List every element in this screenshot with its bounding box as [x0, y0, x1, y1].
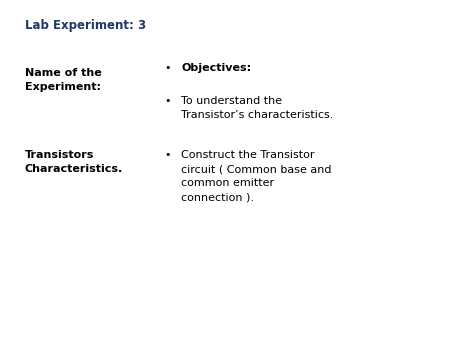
Text: Objectives:: Objectives: — [181, 63, 252, 73]
Text: Transistors
Characteristics.: Transistors Characteristics. — [25, 150, 123, 174]
Text: •: • — [164, 96, 171, 106]
Text: •: • — [164, 150, 171, 161]
Text: Name of the
Experiment:: Name of the Experiment: — [25, 68, 102, 92]
Text: To understand the
Transistor’s characteristics.: To understand the Transistor’s character… — [181, 96, 334, 120]
Text: Construct the Transistor
circuit ( Common base and
common emitter
connection ).: Construct the Transistor circuit ( Commo… — [181, 150, 332, 202]
Text: •: • — [164, 63, 171, 73]
Text: Lab Experiment: 3: Lab Experiment: 3 — [25, 19, 146, 31]
